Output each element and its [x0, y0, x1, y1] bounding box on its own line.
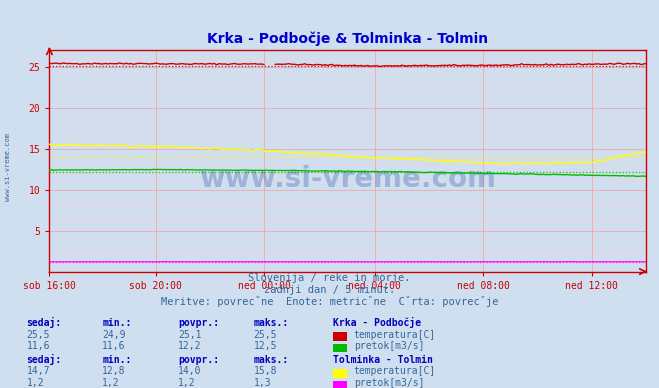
Text: temperatura[C]: temperatura[C]: [354, 366, 436, 376]
Text: sedaj:: sedaj:: [26, 354, 61, 365]
Text: 11,6: 11,6: [102, 341, 126, 351]
Text: maks.:: maks.:: [254, 355, 289, 365]
Text: temperatura[C]: temperatura[C]: [354, 329, 436, 340]
Text: sedaj:: sedaj:: [26, 317, 61, 328]
Text: 11,6: 11,6: [26, 341, 50, 351]
Text: pretok[m3/s]: pretok[m3/s]: [354, 341, 424, 351]
Text: 25,5: 25,5: [254, 329, 277, 340]
Text: 24,9: 24,9: [102, 329, 126, 340]
Text: 15,8: 15,8: [254, 366, 277, 376]
Text: zadnji dan / 5 minut.: zadnji dan / 5 minut.: [264, 285, 395, 295]
Title: Krka - Podbočje & Tolminka - Tolmin: Krka - Podbočje & Tolminka - Tolmin: [207, 32, 488, 47]
Text: 12,2: 12,2: [178, 341, 202, 351]
Text: 12,8: 12,8: [102, 366, 126, 376]
Text: 1,3: 1,3: [254, 378, 272, 388]
Text: pretok[m3/s]: pretok[m3/s]: [354, 378, 424, 388]
Text: povpr.:: povpr.:: [178, 355, 219, 365]
Text: maks.:: maks.:: [254, 318, 289, 328]
Text: www.si-vreme.com: www.si-vreme.com: [199, 165, 496, 193]
Text: min.:: min.:: [102, 318, 132, 328]
Text: 14,7: 14,7: [26, 366, 50, 376]
Text: Meritve: povrečne  Enote: metrične  Črta: povrečje: Meritve: povrečne Enote: metrične Črt…: [161, 296, 498, 307]
Text: 25,5: 25,5: [26, 329, 50, 340]
Text: 12,5: 12,5: [254, 341, 277, 351]
Text: 1,2: 1,2: [26, 378, 44, 388]
Text: 1,2: 1,2: [102, 378, 120, 388]
Text: 25,1: 25,1: [178, 329, 202, 340]
Text: Tolminka - Tolmin: Tolminka - Tolmin: [333, 355, 433, 365]
Text: Krka - Podbočje: Krka - Podbočje: [333, 317, 421, 328]
Text: www.si-vreme.com: www.si-vreme.com: [5, 133, 11, 201]
Text: Slovenija / reke in morje.: Slovenija / reke in morje.: [248, 273, 411, 283]
Text: 1,2: 1,2: [178, 378, 196, 388]
Text: povpr.:: povpr.:: [178, 318, 219, 328]
Text: 14,0: 14,0: [178, 366, 202, 376]
Text: min.:: min.:: [102, 355, 132, 365]
